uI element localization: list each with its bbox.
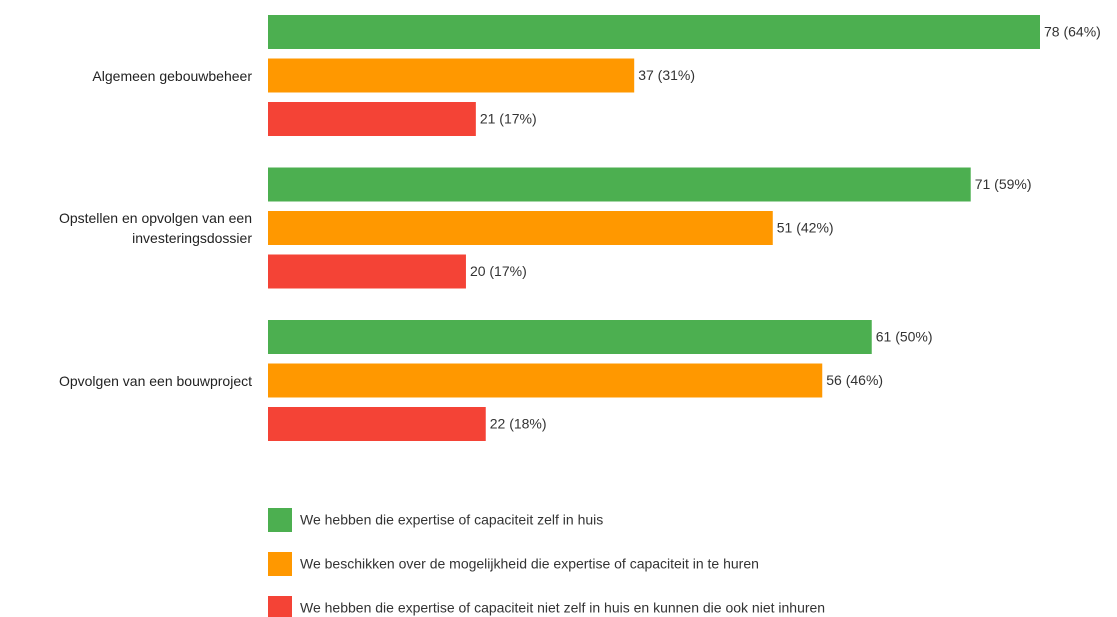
legend-swatch: [268, 596, 292, 617]
bar: [268, 363, 823, 398]
data-label: 21 (17%): [480, 111, 537, 127]
legend-label: We hebben die expertise of capaciteit ni…: [300, 600, 825, 616]
bar: [268, 254, 466, 289]
legend-label: We hebben die expertise of capaciteit ze…: [300, 512, 603, 528]
legend-label: We beschikken over de mogelijkheid die e…: [300, 556, 759, 572]
data-label: 78 (64%): [1044, 24, 1101, 40]
bar: [268, 102, 476, 136]
data-label: 61 (50%): [876, 329, 933, 345]
data-label: 51 (42%): [777, 220, 834, 236]
legend-swatch: [268, 508, 292, 532]
category-label: Opstellen en opvolgen van een investerin…: [58, 210, 252, 246]
data-label: 20 (17%): [470, 263, 527, 279]
bar: [268, 167, 971, 202]
data-label: 37 (31%): [638, 67, 695, 83]
category-label: Algemeen gebouwbeheer: [92, 67, 252, 84]
bar: [268, 15, 1040, 49]
bar: [268, 58, 635, 93]
data-label: 71 (59%): [975, 176, 1032, 192]
bar: [268, 211, 773, 245]
data-label: 22 (18%): [490, 416, 547, 432]
data-label: 56 (46%): [826, 372, 883, 388]
category-label: Opvolgen van een bouwproject: [58, 372, 252, 389]
bar: [268, 407, 486, 441]
bar: [268, 320, 872, 354]
legend-swatch: [268, 552, 292, 576]
